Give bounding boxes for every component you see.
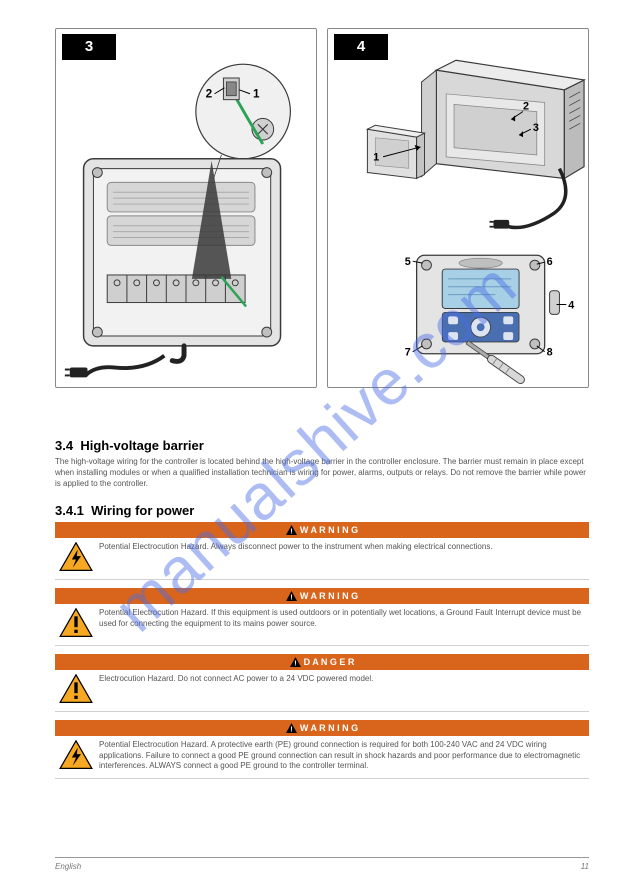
alert-triangle-icon: ! (290, 657, 301, 667)
svg-text:1: 1 (253, 87, 260, 101)
electrocution-icon (59, 542, 93, 572)
exclamation-icon (59, 674, 93, 704)
svg-text:!: ! (290, 725, 292, 733)
warning-label: W A R N I N G (300, 723, 358, 733)
warning-block: ! W A R N I N G Potential Electrocution … (55, 588, 589, 646)
manual-page: 3 1 2 (0, 0, 629, 893)
warning-header: ! W A R N I N G (55, 720, 589, 736)
svg-text:6: 6 (547, 256, 553, 268)
warning-label: W A R N I N G (300, 591, 358, 601)
warning-block: ! W A R N I N G Potential Electrocution … (55, 720, 589, 778)
warning-block: ! W A R N I N G Potential Electrocution … (55, 522, 589, 580)
figure-4-diagram: 2 3 1 (328, 29, 588, 387)
figure-4: 4 (327, 28, 589, 388)
section-heading: High-voltage barrier (80, 438, 204, 453)
warning-header: ! W A R N I N G (55, 522, 589, 538)
svg-text:!: ! (290, 527, 292, 535)
subsection-number: 3.4.1 (55, 503, 84, 518)
warning-body: Potential Electrocution Hazard. Always d… (55, 538, 589, 580)
footer-language: English (55, 862, 81, 871)
danger-label: D A N G E R (304, 657, 355, 667)
svg-text:!: ! (294, 659, 296, 667)
svg-text:7: 7 (405, 347, 411, 359)
alert-triangle-icon: ! (286, 525, 297, 535)
warning-header: ! W A R N I N G (55, 588, 589, 604)
danger-body: Electrocution Hazard. Do not connect AC … (55, 670, 589, 712)
alert-triangle-icon: ! (286, 723, 297, 733)
footer-page-number: 11 (581, 862, 589, 871)
warning-text: Potential Electrocution Hazard. Always d… (99, 542, 493, 552)
svg-text:2: 2 (206, 87, 213, 101)
warning-body: Potential Electrocution Hazard. A protec… (55, 736, 589, 778)
section-number: 3.4 (55, 438, 73, 453)
svg-text:1: 1 (373, 152, 379, 164)
page-footer: English 11 (55, 857, 589, 871)
subsection-wiring-for-power: 3.4.1 Wiring for power (55, 503, 589, 518)
electrocution-icon (59, 740, 93, 770)
warning-label: W A R N I N G (300, 525, 358, 535)
alert-triangle-icon: ! (286, 591, 297, 601)
barrier-paragraph: The high-voltage wiring for the controll… (55, 457, 589, 489)
svg-text:5: 5 (405, 256, 411, 268)
section-high-voltage-barrier: 3.4 High-voltage barrier (55, 438, 589, 453)
warning-text: Potential Electrocution Hazard. If this … (99, 608, 585, 629)
danger-block: ! D A N G E R Electrocution Hazard. Do n… (55, 654, 589, 712)
svg-text:2: 2 (523, 101, 529, 113)
svg-text:8: 8 (547, 347, 553, 359)
subsection-heading: Wiring for power (91, 503, 194, 518)
exclamation-icon (59, 608, 93, 638)
figure-3: 3 1 2 (55, 28, 317, 388)
figure-3-diagram: 1 2 (56, 29, 316, 387)
svg-text:4: 4 (568, 299, 574, 311)
svg-text:!: ! (290, 593, 292, 601)
svg-text:3: 3 (533, 122, 539, 134)
danger-header: ! D A N G E R (55, 654, 589, 670)
danger-text: Electrocution Hazard. Do not connect AC … (99, 674, 373, 684)
warning-body: Potential Electrocution Hazard. If this … (55, 604, 589, 646)
warning-text: Potential Electrocution Hazard. A protec… (99, 740, 585, 771)
figures-row: 3 1 2 (55, 28, 589, 388)
